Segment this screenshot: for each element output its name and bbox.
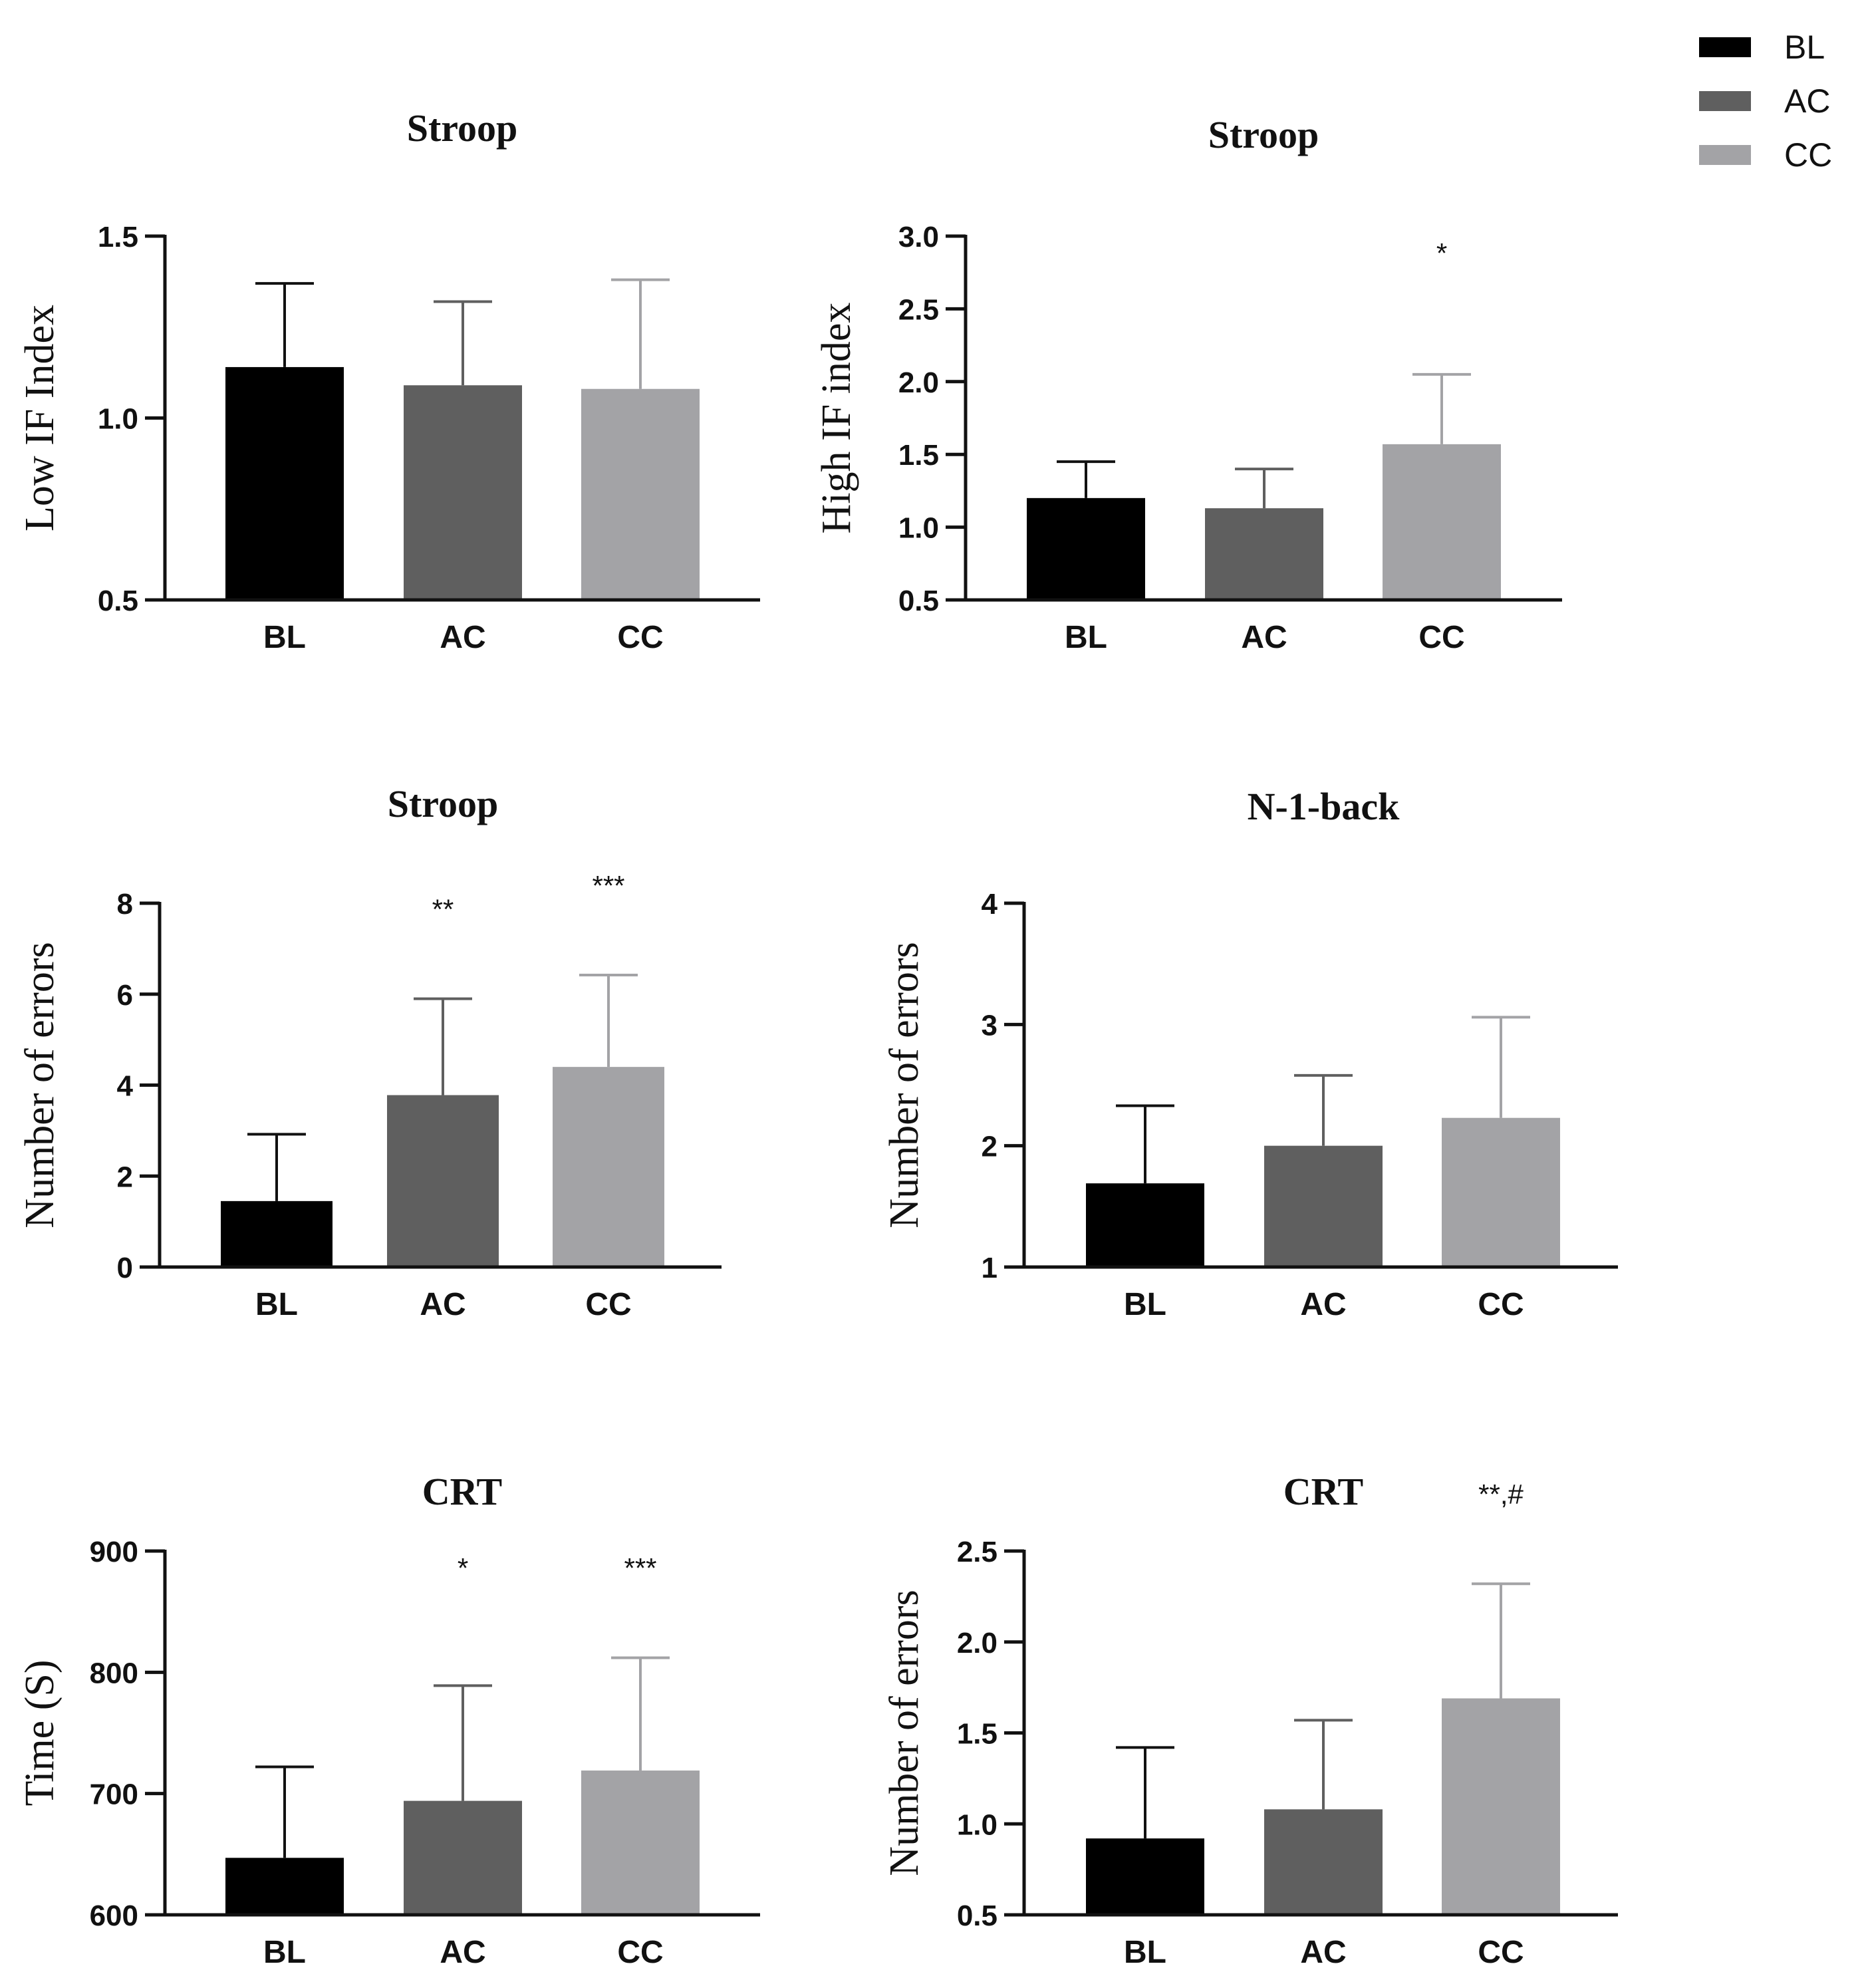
legend-swatch-ac (1699, 91, 1751, 111)
bar-cc (1442, 1698, 1560, 1915)
chart-panel-2: Stroop High IF index BL AC * CC 0.5 1.0 1.5 2.0 2.… (814, 113, 1562, 655)
y-tick-label: 2.5 (898, 293, 939, 326)
y-tick-label: 0.5 (98, 585, 138, 617)
bar-cc (553, 1067, 664, 1267)
y-tick-label: 800 (90, 1657, 138, 1689)
bar-cc (581, 388, 700, 600)
y-tick-label: 700 (90, 1778, 138, 1811)
chart-panel-1: Stroop Low IF Index BL AC CC 0.5 1.0 1.5 (17, 106, 760, 655)
x-tick-label: BL (263, 1935, 306, 1970)
bar-bl (1086, 1183, 1204, 1267)
y-axis-label: Time (S) (17, 1660, 63, 1806)
x-tick-label: AC (420, 1287, 466, 1322)
y-axis-label: High IF index (814, 303, 859, 534)
y-tick-label: 0.5 (957, 1900, 998, 1932)
y-tick-label: 3.0 (898, 221, 939, 253)
y-tick-label: 1.0 (957, 1808, 998, 1841)
y-tick-label: 1.0 (898, 512, 939, 545)
x-tick-label: AC (1241, 620, 1287, 655)
x-tick-label: BL (1124, 1935, 1166, 1970)
x-tick-label: CC (617, 620, 663, 655)
legend: BL AC CC (1699, 29, 1832, 174)
significance-label: * (1436, 237, 1447, 269)
y-tick-label: 2 (117, 1161, 133, 1193)
chart-title: CRT (1283, 1470, 1363, 1513)
bar-ac (404, 385, 522, 600)
y-tick-label: 1.5 (898, 439, 939, 472)
y-tick-label: 6 (117, 979, 133, 1012)
bar-ac (404, 1800, 522, 1915)
y-tick-label: 2 (982, 1131, 998, 1163)
bar-cc (581, 1771, 700, 1915)
x-tick-label: BL (255, 1287, 298, 1322)
y-tick-label: 4 (117, 1070, 134, 1103)
y-axis-label: Low IF Index (17, 305, 63, 531)
x-tick-label: CC (1478, 1287, 1524, 1322)
x-tick-label: CC (1418, 620, 1464, 655)
y-axis-label: Number of errors (882, 1590, 927, 1876)
x-tick-label: CC (585, 1287, 631, 1322)
y-tick-label: 1 (982, 1252, 998, 1284)
x-tick-label: AC (1300, 1287, 1346, 1322)
y-tick-label: 0.5 (898, 585, 939, 617)
chart-title: CRT (422, 1470, 502, 1513)
chart-title: N-1-back (1248, 785, 1400, 828)
legend-swatch-cc (1699, 145, 1751, 165)
bar-bl (1086, 1838, 1204, 1915)
significance-label: **,# (1478, 1479, 1524, 1510)
x-tick-label: BL (1124, 1287, 1166, 1322)
significance-label: ** (432, 894, 454, 925)
legend-label-ac: AC (1784, 82, 1830, 120)
x-tick-label: BL (263, 620, 306, 655)
x-tick-label: AC (440, 1935, 485, 1970)
x-tick-label: AC (1300, 1935, 1346, 1970)
chart-panel-4: N-1-back Number of errors BL AC CC 1 2 3 4 (882, 785, 1618, 1322)
chart-panel-3: Stroop Number of errors BL ** AC *** CC 0 2 4 6 8 (17, 782, 722, 1322)
y-tick-label: 8 (117, 888, 133, 921)
bar-bl (225, 1858, 344, 1915)
legend-swatch-bl (1699, 37, 1751, 57)
legend-label-bl: BL (1784, 29, 1825, 66)
y-tick-label: 3 (982, 1009, 998, 1042)
significance-label: * (458, 1552, 468, 1584)
bar-bl (221, 1201, 333, 1267)
y-tick-label: 2.5 (957, 1536, 998, 1568)
bar-bl (225, 366, 344, 600)
legend-label-cc: CC (1784, 136, 1832, 174)
significance-label: *** (592, 870, 624, 901)
x-tick-label: AC (440, 620, 485, 655)
y-tick-label: 1.5 (957, 1718, 998, 1751)
chart-title: Stroop (1208, 113, 1319, 156)
x-tick-label: CC (1478, 1935, 1524, 1970)
bar-ac (1264, 1809, 1383, 1915)
bar-cc (1442, 1117, 1560, 1267)
bar-ac (1205, 508, 1323, 600)
y-axis-label: Number of errors (882, 942, 927, 1228)
y-tick-label: 2.0 (898, 366, 939, 399)
charts: Stroop Low IF Index BL AC CC 0.5 1.0 1.5 Stroop H… (17, 106, 1618, 1970)
y-tick-label: 1.0 (98, 403, 138, 436)
chart-panel-5: CRT Time (S) BL * AC *** CC 600 700 800 900 (17, 1470, 760, 1970)
y-tick-label: 1.5 (98, 221, 138, 253)
y-axis-label: Number of errors (17, 942, 63, 1228)
y-tick-label: 4 (982, 888, 998, 921)
chart-title: Stroop (407, 106, 518, 150)
x-tick-label: CC (617, 1935, 663, 1970)
bar-ac (387, 1095, 499, 1267)
y-tick-label: 0 (117, 1252, 133, 1284)
bar-ac (1264, 1145, 1383, 1267)
chart-panel-6: CRT Number of errors BL AC **,# CC 0.5 1.0 1.5 2.… (882, 1470, 1618, 1970)
bar-bl (1027, 497, 1145, 600)
y-tick-label: 600 (90, 1900, 138, 1932)
x-tick-label: BL (1065, 620, 1107, 655)
y-tick-label: 2.0 (957, 1627, 998, 1659)
bar-cc (1383, 444, 1501, 600)
y-tick-label: 900 (90, 1536, 138, 1568)
chart-title: Stroop (388, 782, 499, 825)
significance-label: *** (624, 1552, 656, 1584)
